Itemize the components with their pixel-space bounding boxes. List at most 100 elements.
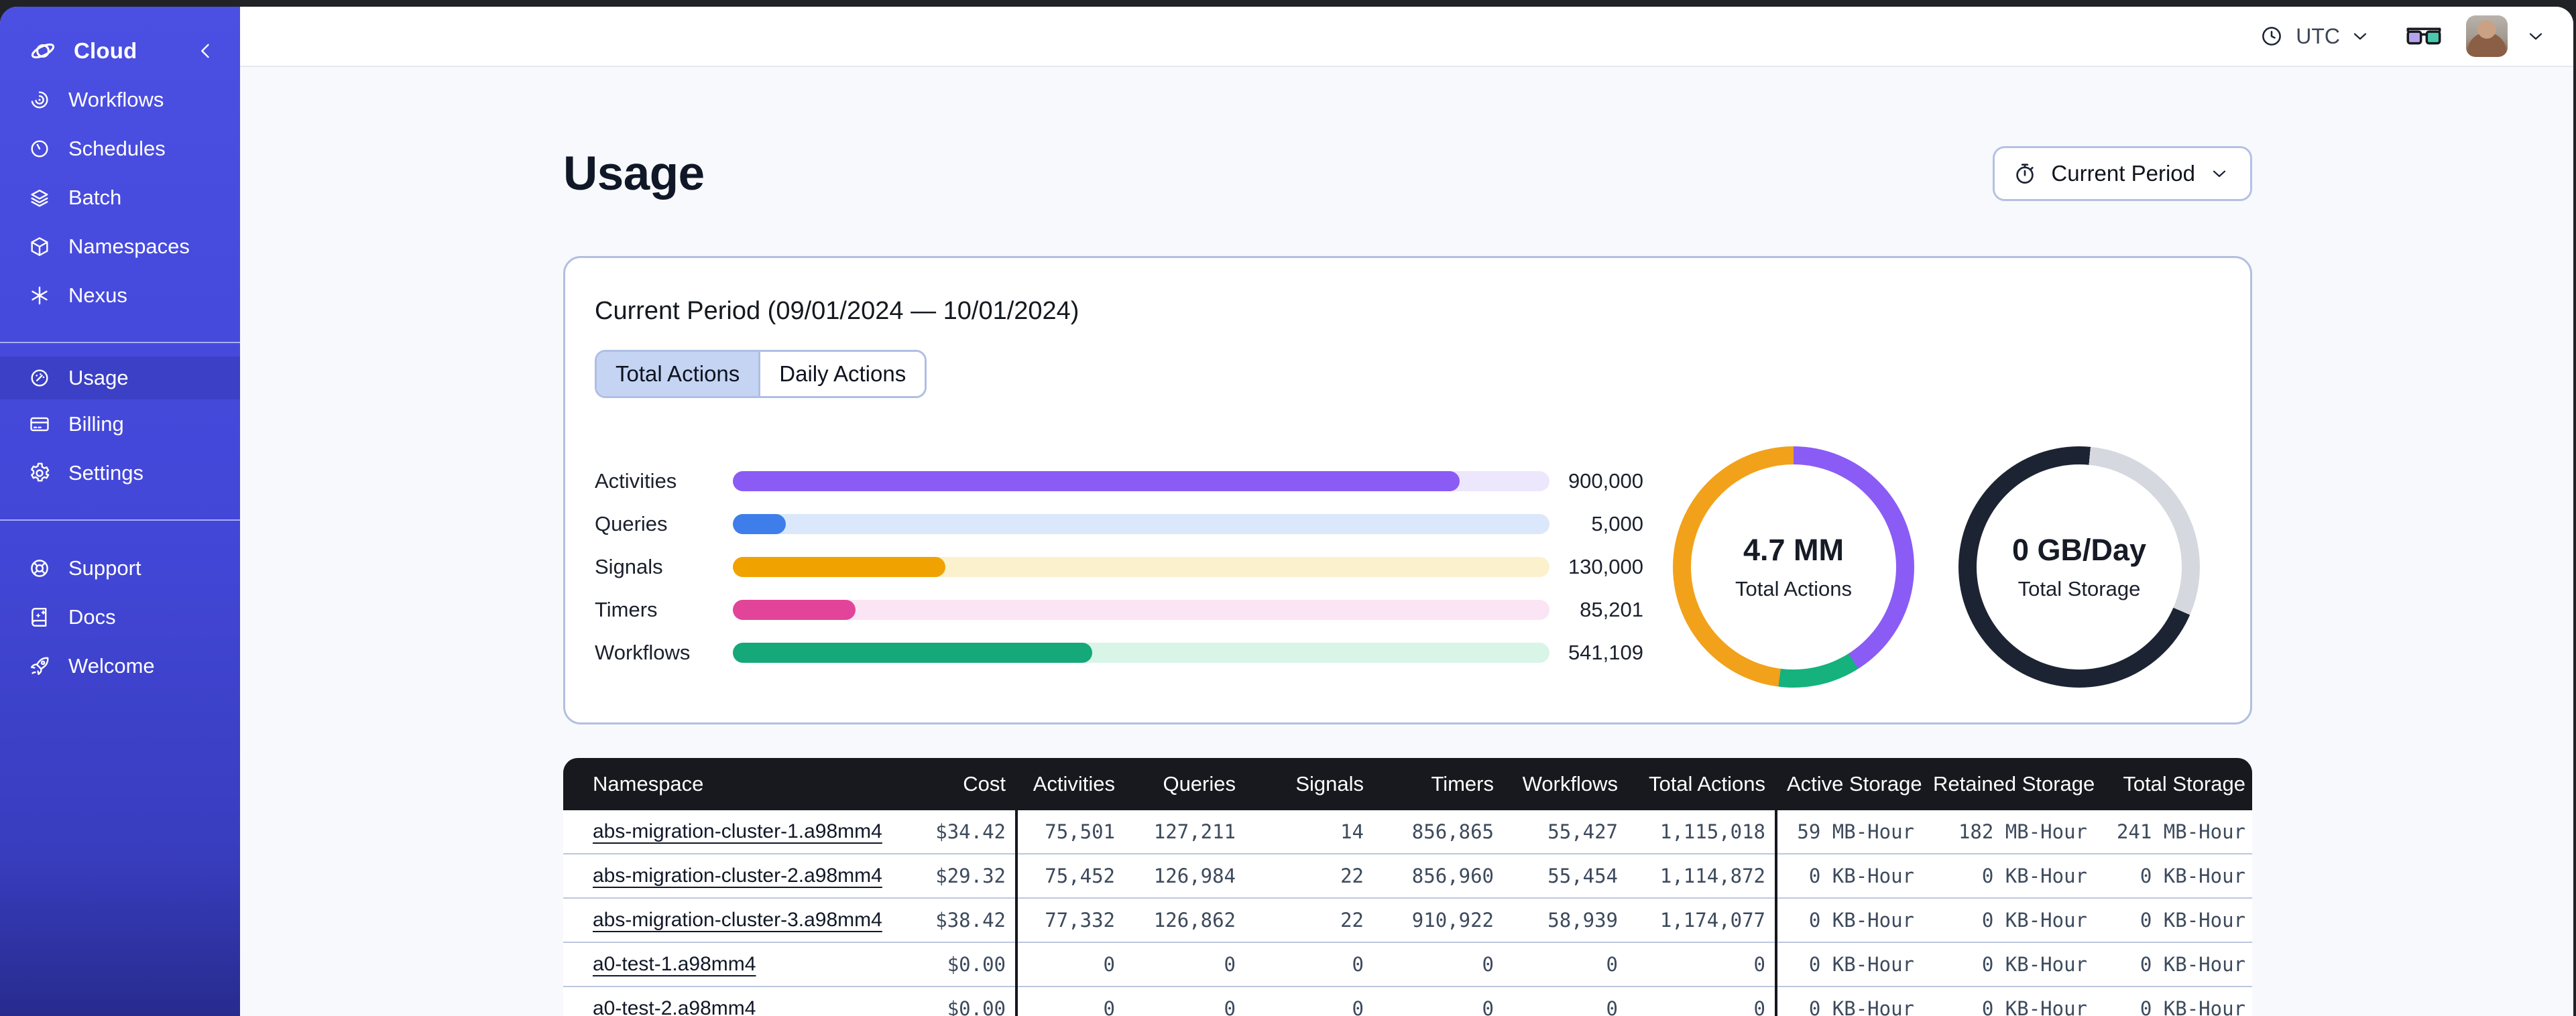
- bar-label: Activities: [595, 469, 677, 493]
- cell-total_actions: 1,114,872: [1627, 853, 1777, 898]
- column-header-total_storage: Total Storage: [2097, 758, 2252, 810]
- bar-fill: [733, 471, 1460, 491]
- sidebar-item-label: Batch: [68, 185, 122, 209]
- sidebar-item-schedules[interactable]: Schedules: [0, 124, 240, 173]
- cell-activities: 0: [1016, 986, 1124, 1016]
- donut-value: 0 GB/Day: [2011, 533, 2147, 567]
- table-body: abs-migration-cluster-1.a98mm4 $34.42 75,5…: [563, 810, 2252, 1016]
- cell-timers: 856,960: [1373, 853, 1503, 898]
- bar-value: 900,000: [1568, 469, 1643, 493]
- bar-value: 85,201: [1580, 598, 1643, 621]
- user-avatar[interactable]: [2466, 15, 2508, 57]
- tab-total-actions[interactable]: Total Actions: [597, 352, 759, 396]
- cell-retained_storage: 182 MB-Hour: [1924, 810, 2097, 854]
- cell-cost: $38.42: [878, 897, 1018, 942]
- cell-activities: 0: [1016, 942, 1124, 987]
- namespace-link[interactable]: abs-migration-cluster-2.a98mm4: [593, 865, 882, 887]
- cell-workflows: 55,454: [1503, 853, 1627, 898]
- page-header: Usage Current Period: [563, 146, 2252, 201]
- cell-retained_storage: 0 KB-Hour: [1924, 942, 2097, 987]
- sidebar-item-docs[interactable]: Docs: [0, 592, 240, 641]
- cell-retained_storage: 0 KB-Hour: [1924, 853, 2097, 898]
- column-header-timers: Timers: [1373, 758, 1503, 810]
- sidebar-item-nexus[interactable]: Nexus: [0, 271, 240, 320]
- clock-icon: [2260, 24, 2284, 48]
- actions-view-tabs: Total Actions Daily Actions: [595, 350, 927, 398]
- sidebar-item-label: Welcome: [68, 653, 155, 678]
- sidebar-item-label: Settings: [68, 460, 144, 485]
- sidebar-item-settings[interactable]: Settings: [0, 448, 240, 497]
- support-icon: [28, 557, 51, 580]
- sidebar-header: Cloud: [0, 27, 240, 75]
- namespace-link[interactable]: abs-migration-cluster-1.a98mm4: [593, 820, 882, 842]
- timezone-selector[interactable]: UTC: [2260, 24, 2371, 49]
- sidebar-item-welcome[interactable]: Welcome: [0, 641, 240, 690]
- 3d-glasses-icon: [2406, 25, 2442, 48]
- table-row: a0-test-1.a98mm4 $0.00 0 0 0 0 0 0 0 KB-Hour 0 KB…: [563, 942, 2252, 987]
- cell-active_storage: 59 MB-Hour: [1776, 810, 1924, 854]
- donut-center: 0 GB/Day Total Storage: [1977, 464, 2182, 670]
- temporal-cloud-logo-icon: [28, 36, 58, 66]
- cell-activities: 75,501: [1016, 810, 1124, 854]
- cell-workflows: 58,939: [1503, 897, 1627, 942]
- cell-retained_storage: 0 KB-Hour: [1924, 986, 2097, 1016]
- sidebar-item-support[interactable]: Support: [0, 544, 240, 592]
- cell-queries: 0: [1124, 986, 1245, 1016]
- bar-track: [733, 600, 1549, 620]
- chevron-down-icon: [2349, 25, 2371, 47]
- usage-card-title: Current Period (09/01/2024 — 10/01/2024): [595, 297, 1079, 325]
- period-selector-label: Current Period: [2051, 161, 2195, 186]
- sidebar-collapse-icon[interactable]: [194, 40, 217, 62]
- namespace-link[interactable]: a0-test-2.a98mm4: [593, 997, 756, 1016]
- cell-signals: 14: [1245, 810, 1373, 854]
- sidebar-item-batch[interactable]: Batch: [0, 173, 240, 222]
- table-row: abs-migration-cluster-2.a98mm4 $29.32 75,4…: [563, 853, 2252, 898]
- column-header-signals: Signals: [1245, 758, 1373, 810]
- sidebar-item-billing[interactable]: Billing: [0, 399, 240, 448]
- column-header-queries: Queries: [1124, 758, 1245, 810]
- bar-fill: [733, 600, 856, 620]
- bar-track: [733, 514, 1549, 534]
- sidebar-item-usage[interactable]: Usage: [0, 357, 240, 399]
- cell-total_storage: 0 KB-Hour: [2097, 897, 2252, 942]
- column-header-workflows: Workflows: [1503, 758, 1627, 810]
- cell-signals: 0: [1245, 942, 1373, 987]
- cell-workflows: 0: [1503, 986, 1627, 1016]
- sidebar: Cloud Workflows Schedules Batch Namespaces N…: [0, 7, 240, 1016]
- cell-total_actions: 1,174,077: [1627, 897, 1777, 942]
- sidebar-item-label: Namespaces: [68, 234, 190, 258]
- period-selector-button[interactable]: Current Period: [1993, 146, 2252, 201]
- workflows-icon: [28, 88, 51, 111]
- tab-daily-actions[interactable]: Daily Actions: [758, 352, 925, 396]
- namespace-link[interactable]: a0-test-1.a98mm4: [593, 953, 756, 975]
- table-header-row: Namespace Cost Activities Queries Signals Tim…: [563, 758, 2252, 810]
- table-row: abs-migration-cluster-1.a98mm4 $34.42 75,5…: [563, 810, 2252, 854]
- sidebar-divider: [0, 342, 240, 343]
- labs-glasses-button[interactable]: [2406, 25, 2442, 48]
- bar-fill: [733, 643, 1092, 663]
- table-row: abs-migration-cluster-3.a98mm4 $38.42 77,3…: [563, 897, 2252, 942]
- cell-cost: $29.32: [878, 853, 1018, 898]
- cell-namespace: a0-test-2.a98mm4: [563, 986, 878, 1016]
- donut-chart-total-actions: 4.7 MM Total Actions: [1673, 446, 1914, 688]
- namespace-link[interactable]: abs-migration-cluster-3.a98mm4: [593, 909, 882, 931]
- billing-icon: [28, 413, 51, 436]
- cell-signals: 22: [1245, 897, 1373, 942]
- cell-total_actions: 0: [1627, 986, 1777, 1016]
- account-menu-chevron-icon[interactable]: [2525, 25, 2546, 47]
- sidebar-item-workflows[interactable]: Workflows: [0, 75, 240, 124]
- donut-center: 4.7 MM Total Actions: [1691, 464, 1896, 670]
- namespace-usage-table: Namespace Cost Activities Queries Signals Tim…: [563, 758, 2252, 1016]
- cell-activities: 77,332: [1016, 897, 1124, 942]
- cell-cost: $34.42: [878, 810, 1018, 854]
- sidebar-item-label: Schedules: [68, 136, 166, 160]
- cell-timers: 0: [1373, 942, 1503, 987]
- sidebar-item-namespaces[interactable]: Namespaces: [0, 222, 240, 271]
- bar-row-activities: Activities 900,000: [595, 460, 1643, 503]
- actions-bar-chart: Activities 900,000 Queries 5,000 Signals 130,…: [595, 460, 1643, 674]
- sidebar-item-label: Support: [68, 556, 141, 580]
- bar-row-signals: Signals 130,000: [595, 546, 1643, 588]
- column-header-cost: Cost: [878, 758, 1018, 810]
- bar-label: Workflows: [595, 641, 691, 664]
